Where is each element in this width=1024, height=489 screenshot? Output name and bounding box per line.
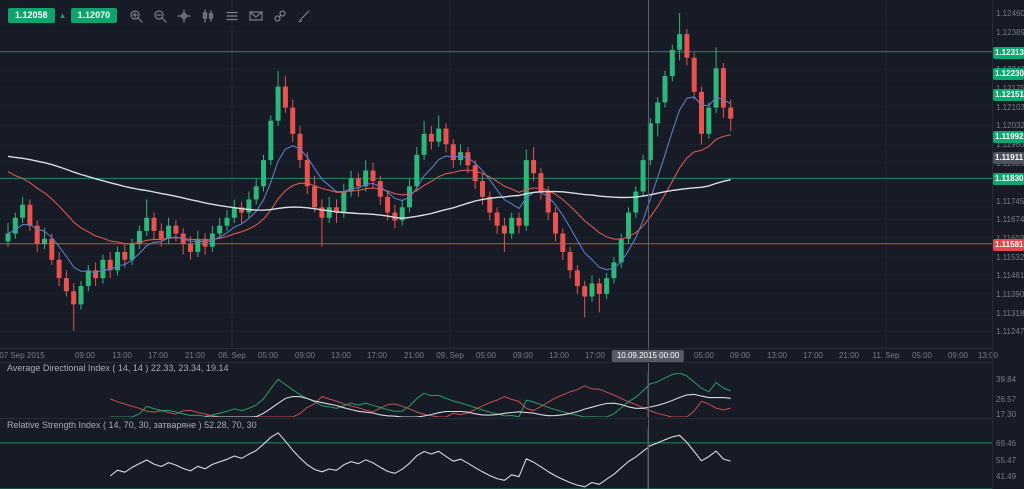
time-tick: 17:00 [366, 351, 388, 360]
time-tick: 17:00 [802, 351, 824, 360]
link-icon[interactable] [273, 9, 287, 23]
time-axis[interactable]: 10.09.2015 00:00 07 Sep 2015 09:00 13:00 17… [0, 348, 998, 362]
adx-panel-title: Average Directional Index ( 14, 14 ) 22.… [7, 363, 229, 373]
sell-price-button[interactable]: 1.12058 [8, 8, 55, 23]
price-badge: 1.11830 [993, 173, 1024, 186]
time-tick: 21:00 [838, 351, 860, 360]
time-tick: 21:00 [403, 351, 425, 360]
time-tick: 13:00 [330, 351, 352, 360]
time-tick: 05:00 [693, 351, 715, 360]
price-badge: 1.12230 [993, 68, 1024, 81]
price-badge: 1.11992 [993, 130, 1024, 143]
price-tick: 1.12389 [996, 27, 1024, 37]
adx-axis-label: 39.84 [996, 375, 1017, 385]
time-tick: 08. Sep [218, 351, 246, 360]
crosshair-vertical-line [648, 0, 649, 489]
list-icon[interactable] [225, 9, 239, 23]
time-tick: 09:00 [294, 351, 316, 360]
time-tick: 09:00 [729, 351, 751, 360]
price-tick: 1.11532 [996, 252, 1024, 262]
time-tick: 13:00 [548, 351, 570, 360]
main-candlestick-chart[interactable] [0, 0, 992, 349]
time-tick: 07 Sep 2015 [0, 351, 45, 360]
time-tick: 13:00 [766, 351, 788, 360]
price-tick: 1.11390 [996, 289, 1024, 299]
adx-indicator-panel[interactable] [0, 373, 992, 417]
price-tick: 1.11461 [996, 271, 1024, 281]
envelope-icon[interactable] [249, 9, 263, 23]
price-tick: 1.11247 [996, 327, 1024, 337]
time-tick: 05:00 [911, 351, 933, 360]
crosshair-time-badge: 10.09.2015 00:00 [611, 350, 685, 362]
rsi-axis-label: 55.47 [996, 455, 1017, 465]
time-tick: 13:00 [111, 351, 133, 360]
crosshair-icon[interactable] [177, 8, 191, 23]
zoom-in-icon[interactable] [129, 9, 143, 23]
time-tick: 09:00 [74, 351, 96, 360]
time-tick: 17:00 [147, 351, 169, 360]
price-badge: 1.11911 [993, 152, 1024, 165]
chart-toolbar [129, 8, 311, 23]
price-badge: 1.11581 [993, 238, 1024, 251]
price-badge: 1.12313 [993, 46, 1024, 59]
price-tick: 1.12103 [996, 102, 1024, 112]
buy-price-button[interactable]: 1.12070 [70, 8, 118, 23]
price-direction-up-icon: ▲ [58, 11, 67, 20]
price-tick: 1.11745 [996, 196, 1024, 206]
price-tick: 1.12460 [996, 9, 1024, 19]
zoom-out-icon[interactable] [153, 9, 167, 23]
quote-bar: 1.12058 ▲ 1.12070 [8, 8, 311, 23]
time-tick: 13:00 [977, 351, 999, 360]
time-tick: 21:00 [184, 351, 206, 360]
price-tick: 1.11674 [996, 215, 1024, 225]
panel-separator [0, 362, 992, 363]
panel-separator [0, 418, 992, 419]
price-tick: 1.11603 [996, 234, 1024, 243]
price-axis[interactable]: 1.124601.123891.123181.122471.121751.121… [992, 0, 1024, 489]
rsi-axis-label: 41.49 [996, 471, 1017, 481]
adx-axis-label: 26.57 [996, 395, 1017, 405]
candlestick-icon[interactable] [201, 8, 215, 23]
time-tick: 17:00 [584, 351, 606, 360]
time-tick: 05:00 [475, 351, 497, 360]
time-tick: 09:00 [512, 351, 534, 360]
time-tick: 09:00 [947, 351, 969, 360]
price-tick: 1.12175 [996, 84, 1024, 93]
time-tick: 11. Sep [872, 351, 900, 360]
pencil-icon[interactable] [297, 9, 311, 23]
rsi-axis-label: 69.46 [996, 439, 1017, 449]
price-tick: 1.11960 [996, 140, 1024, 150]
price-tick: 1.11318 [996, 308, 1024, 318]
time-tick: 09. Sep [436, 351, 464, 360]
rsi-indicator-panel[interactable] [0, 429, 992, 489]
time-tick: 05:00 [257, 351, 279, 360]
rsi-panel-title: Relative Strength Index ( 14, 70, 30, за… [7, 420, 257, 430]
price-badge: 1.12151 [993, 89, 1024, 102]
adx-axis-label: 17.30 [996, 409, 1017, 419]
price-tick: 1.12032 [996, 121, 1024, 131]
